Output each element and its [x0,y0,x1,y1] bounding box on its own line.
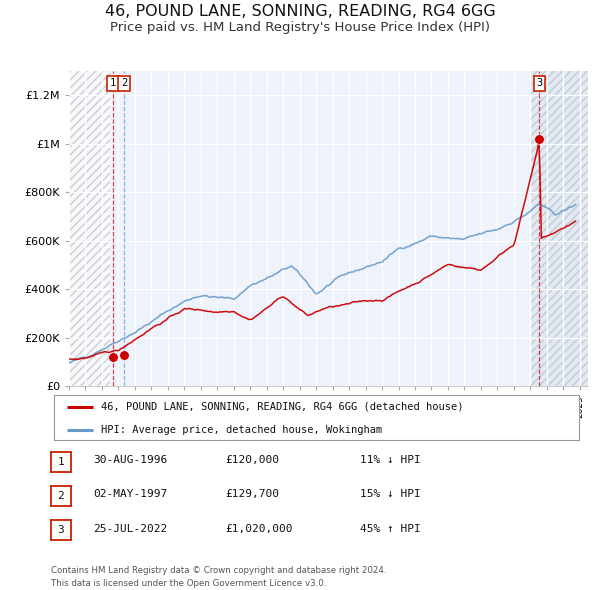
Text: 1: 1 [58,457,64,467]
Text: 11% ↓ HPI: 11% ↓ HPI [360,455,421,465]
Text: Price paid vs. HM Land Registry's House Price Index (HPI): Price paid vs. HM Land Registry's House … [110,21,490,34]
Bar [69,71,110,386]
Text: HPI: Average price, detached house, Wokingham: HPI: Average price, detached house, Woki… [101,425,383,435]
Text: £120,000: £120,000 [225,455,279,465]
Text: 45% ↑ HPI: 45% ↑ HPI [360,524,421,533]
Text: 46, POUND LANE, SONNING, READING, RG4 6GG (detached house): 46, POUND LANE, SONNING, READING, RG4 6G… [101,402,464,412]
Text: 25-JUL-2022: 25-JUL-2022 [93,524,167,533]
Text: Contains HM Land Registry data © Crown copyright and database right 2024.
This d: Contains HM Land Registry data © Crown c… [51,566,386,588]
Text: 15% ↓ HPI: 15% ↓ HPI [360,490,421,499]
Text: 46, POUND LANE, SONNING, READING, RG4 6GG: 46, POUND LANE, SONNING, READING, RG4 6G… [104,4,496,19]
Bar [530,71,588,386]
Text: 30-AUG-1996: 30-AUG-1996 [93,455,167,465]
Bar [69,71,110,386]
Text: 2: 2 [58,491,64,501]
Text: 1: 1 [110,78,116,88]
Text: £129,700: £129,700 [225,490,279,499]
Text: 2: 2 [121,78,127,88]
Text: 02-MAY-1997: 02-MAY-1997 [93,490,167,499]
Text: 3: 3 [58,526,64,535]
Text: £1,020,000: £1,020,000 [225,524,293,533]
Bar [530,71,588,386]
Text: 3: 3 [536,78,542,88]
